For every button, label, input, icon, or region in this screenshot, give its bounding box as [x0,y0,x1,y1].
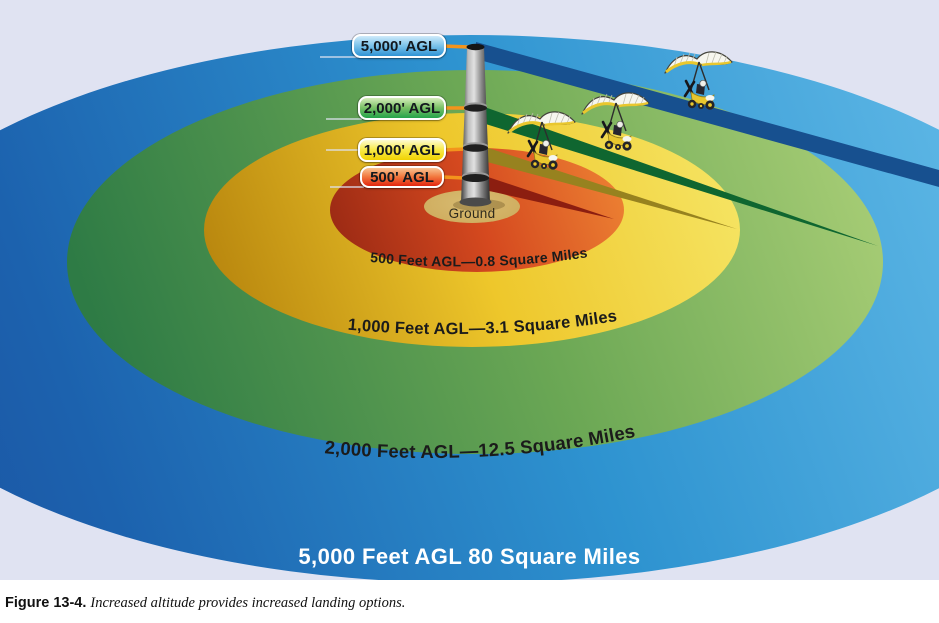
altitude-pill-label: 1,000' AGL [363,141,441,159]
ring-label-5000ft: 5,000 Feet AGL 80 Square Miles [298,544,641,569]
ground-label: Ground [448,206,496,221]
altitude-pill-500ft: 500' AGL [360,166,444,188]
ground-ellipse: Ground [424,190,520,223]
landing-options-diagram: Ground [0,0,939,580]
figure-caption-text: Increased altitude provides increased la… [90,595,406,611]
altitude-pill-label: 5,000' AGL [360,37,438,55]
altitude-pill-label: 2,000' AGL [363,99,441,117]
figure-caption: Figure 13-4. Increased altitude provides… [5,595,405,612]
figure-caption-label: Figure 13-4. [5,595,87,611]
altitude-pill-label: 500' AGL [370,168,434,186]
altitude-pill-5000ft: 5,000' AGL [352,34,446,58]
altitude-pill-2000ft: 2,000' AGL [358,96,446,120]
altitude-pill-1000ft: 1,000' AGL [358,138,446,162]
